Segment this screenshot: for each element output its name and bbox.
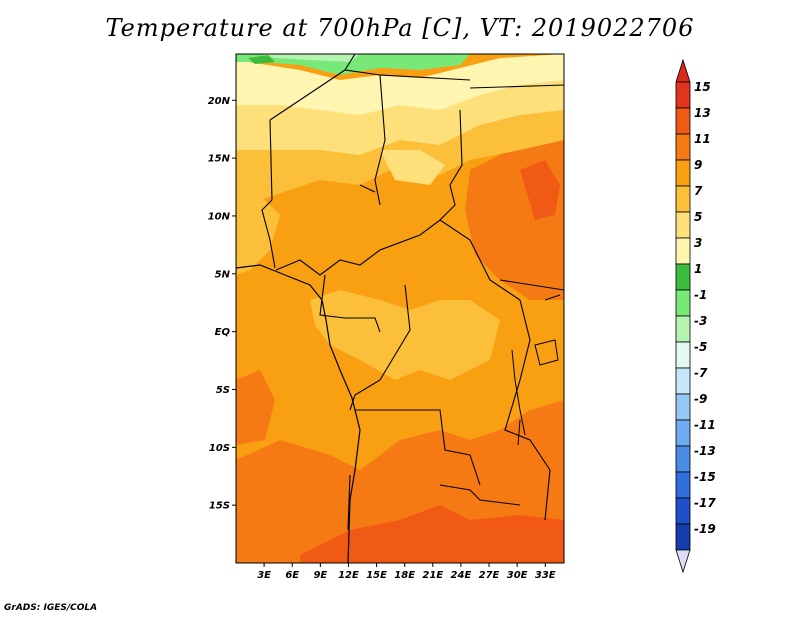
country-borders — [236, 54, 564, 563]
lat-tick-label: 10S — [209, 443, 230, 454]
lon-tick-label: 15E — [366, 570, 387, 581]
longitude-axis: 3E 6E 9E 12E 15E 18E 21E 24E 27E 30E 33E — [257, 563, 556, 581]
lon-tick-label: 12E — [338, 570, 359, 581]
colorbar-label: 7 — [694, 184, 703, 198]
colorbar-label: 9 — [694, 158, 702, 172]
lon-tick-label: 24E — [451, 570, 472, 581]
colorbar-swatch — [675, 523, 691, 551]
colorbar-label: 13 — [694, 106, 711, 120]
colorbar-label: 1 — [694, 262, 702, 276]
colorbar-label: -11 — [694, 418, 716, 432]
colorbar-swatch — [675, 159, 691, 187]
lon-tick-label: 6E — [285, 570, 299, 581]
colorbar-label: -17 — [694, 496, 716, 510]
temperature-field — [236, 54, 564, 563]
colorbar-swatch — [675, 393, 691, 421]
credit-text: GrADS: IGES/COLA — [4, 603, 98, 613]
colorbar-swatch — [675, 263, 691, 291]
colorbar-label: -5 — [694, 340, 707, 354]
lon-tick-label: 27E — [479, 570, 500, 581]
colorbar-swatch — [675, 419, 691, 447]
colorbar-label: 5 — [694, 210, 702, 224]
temp-band-13-15-east — [520, 160, 560, 220]
coastline — [236, 264, 361, 563]
temp-band-minus1-1 — [260, 54, 360, 62]
lat-tick-label: 20N — [208, 96, 231, 107]
temp-band-1-3-patch — [248, 55, 275, 64]
colorbar-swatch — [675, 315, 691, 343]
colorbar-label: -15 — [694, 470, 716, 484]
colorbar-label: -1 — [694, 288, 707, 302]
lat-tick-label: 5N — [215, 269, 231, 280]
lon-tick-label: 21E — [422, 570, 443, 581]
colorbar-bottom-arrow — [675, 549, 691, 574]
lon-tick-label: 33E — [535, 570, 556, 581]
colorbar-label: -3 — [694, 314, 707, 328]
colorbar-label: -7 — [694, 366, 708, 380]
temp-band-3-5 — [236, 54, 564, 115]
colorbar-swatch — [675, 211, 691, 239]
lat-tick-label: 10N — [208, 211, 231, 222]
colorbar-swatch — [675, 367, 691, 395]
colorbar-label: 15 — [694, 80, 711, 94]
colorbar-label: -19 — [694, 522, 716, 536]
colorbar-swatch — [675, 185, 691, 213]
temp-band-7-9-west — [236, 195, 280, 275]
colorbar-swatch — [675, 237, 691, 265]
colorbar-top-arrow — [675, 58, 691, 83]
lat-tick-label: 5S — [216, 385, 230, 396]
temp-band-11-13-sw — [236, 370, 275, 445]
colorbar-swatch — [675, 107, 691, 135]
temp-band-13-15-south — [300, 505, 564, 563]
latitude-axis: 20N 15N 10N 5N EQ 5S 10S 15S — [208, 96, 236, 512]
colorbar-label: -13 — [694, 444, 716, 458]
lon-tick-label: 9E — [313, 570, 327, 581]
colorbar-swatch — [675, 289, 691, 317]
colorbar-swatch — [675, 497, 691, 525]
colorbar-swatch — [675, 341, 691, 369]
lat-tick-label: 15S — [209, 501, 230, 512]
colorbar-swatch — [675, 471, 691, 499]
lat-tick-label: EQ — [215, 327, 231, 338]
colorbar-swatch — [675, 133, 691, 161]
colorbar-label: 11 — [694, 132, 711, 146]
colorbar-label: -9 — [694, 392, 707, 406]
colorbar: 15 13 11 9 7 5 3 1 -1 -3 -5 -7 -9 -11 -13 -15 -17 -19 — [675, 58, 716, 574]
map-title: Temperature at 700hPa [C], VT: 201902270… — [105, 14, 695, 42]
lon-tick-label: 18E — [394, 570, 415, 581]
lon-tick-label: 3E — [257, 570, 271, 581]
lat-tick-label: 15N — [208, 154, 231, 165]
colorbar-swatch — [675, 81, 691, 109]
colorbar-swatch — [675, 445, 691, 473]
lon-tick-label: 30E — [507, 570, 528, 581]
temp-band-5-7-sahel — [380, 150, 445, 185]
temp-band-1-3 — [236, 54, 470, 75]
map-frame — [235, 53, 565, 564]
colorbar-label: 3 — [694, 236, 702, 250]
lakes — [359, 184, 561, 446]
temp-band-7-9-central — [310, 290, 500, 380]
temp-band-13-15-sw — [395, 545, 445, 563]
